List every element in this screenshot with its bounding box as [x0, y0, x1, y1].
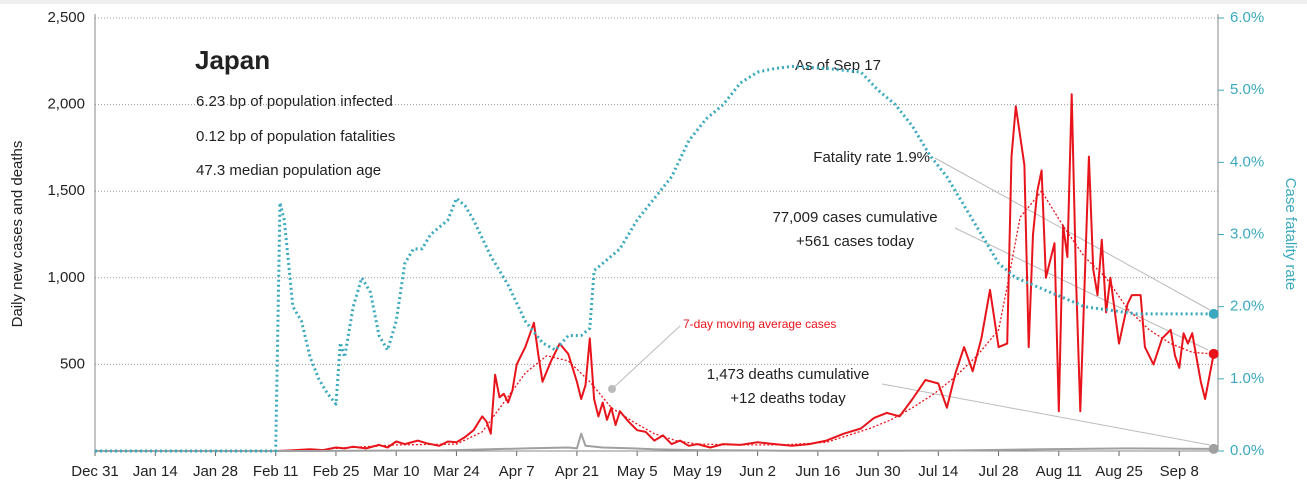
y-tick-label: 1,500	[47, 182, 85, 199]
y-axis-label: Daily new cases and deaths	[9, 141, 26, 328]
x-tick-label: Dec 31	[71, 463, 119, 480]
leaders	[611, 157, 1211, 446]
chart-title: Japan	[195, 45, 270, 75]
y2-tick-label: 5.0%	[1230, 81, 1264, 98]
y2-tick-label: 0.0%	[1230, 442, 1264, 459]
y-tick-label: 2,000	[47, 96, 85, 113]
y-tick-label: 1,000	[47, 269, 85, 286]
x-tick-label: Sep 8	[1160, 463, 1199, 480]
x-tick-label: Feb 25	[313, 463, 360, 480]
y2-tick-label: 4.0%	[1230, 153, 1264, 170]
series-line	[95, 93, 1215, 452]
end-dot	[1208, 443, 1219, 454]
series-line	[335, 190, 1214, 450]
annotation: Fatality rate 1.9%	[813, 149, 930, 166]
x-tick-label: Jul 28	[979, 463, 1019, 480]
annotation: 0.12 bp of population fatalities	[196, 128, 395, 145]
x-tick-label: Mar 24	[433, 463, 480, 480]
y-tick-label: 500	[60, 355, 85, 372]
x-tick-label: Jun 30	[856, 463, 901, 480]
end-dot	[1208, 308, 1219, 319]
y-tick-label: 2,500	[47, 9, 85, 26]
y2-tick-label: 3.0%	[1230, 225, 1264, 242]
annotation: 1,473 deaths cumulative	[707, 366, 870, 383]
annotation: 47.3 median population age	[196, 162, 381, 179]
x-tick-label: Mar 10	[373, 463, 420, 480]
x-tick-label: Aug 11	[1036, 463, 1082, 480]
x-tick-label: Jan 28	[193, 463, 238, 480]
x-tick-label: May 5	[617, 463, 658, 480]
top-bar	[0, 0, 1307, 4]
x-tick-label: May 19	[673, 463, 722, 480]
x-tick-label: Apr 21	[555, 463, 599, 480]
y2-tick-label: 1.0%	[1230, 370, 1264, 387]
series-line	[95, 64, 1214, 453]
annotation: +561 cases today	[796, 233, 915, 250]
annotation: 6.23 bp of population infected	[196, 93, 393, 110]
x-tick-label: Apr 7	[499, 463, 535, 480]
annotation: 77,009 cases cumulative	[772, 209, 937, 226]
y2-tick-label: 6.0%	[1230, 9, 1264, 26]
x-tick-label: Jan 14	[133, 463, 178, 480]
y2-tick-label: 2.0%	[1230, 298, 1264, 315]
x-tick-label: Aug 25	[1095, 463, 1143, 480]
leader-dot	[608, 385, 616, 393]
annotation: +12 deaths today	[730, 390, 846, 407]
annotation: As of Sep 17	[795, 57, 881, 74]
y2-axis-label: Case fatality rate	[1282, 178, 1299, 291]
x-tick-label: Jun 16	[795, 463, 840, 480]
x-tick-label: Jul 14	[918, 463, 958, 480]
series-line	[95, 432, 1214, 452]
annotation: 7-day moving average cases	[683, 317, 836, 331]
x-tick-label: Feb 11	[253, 463, 299, 480]
x-tick-label: Jun 2	[739, 463, 776, 480]
